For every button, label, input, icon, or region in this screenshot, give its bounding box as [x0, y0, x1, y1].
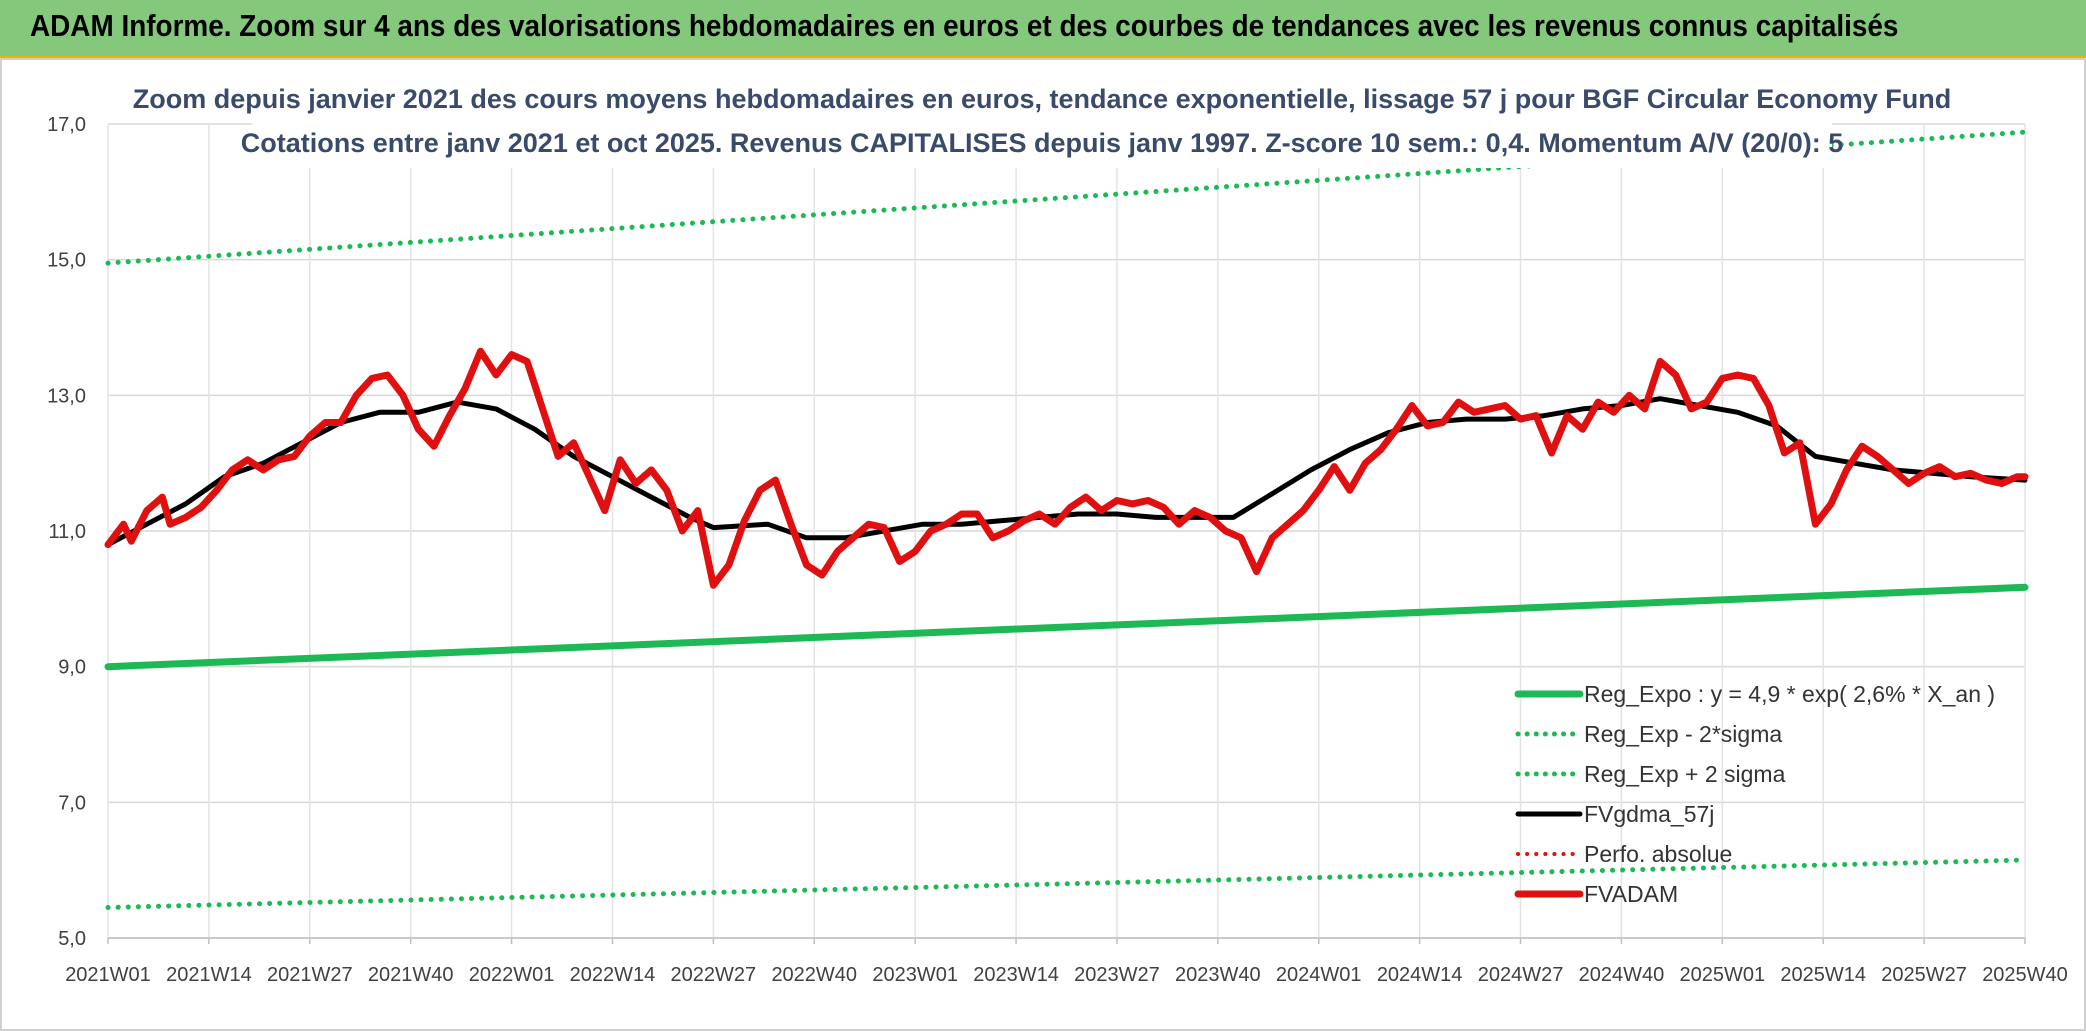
legend-label: Reg_Exp - 2*sigma: [1584, 721, 1782, 747]
x-tick-label: 2025W40: [1982, 964, 2068, 986]
x-axis: 2021W01 2021W14 2021W27 2021W40 2022W01 2022W…: [65, 937, 2068, 986]
x-tick-label: 2024W14: [1377, 964, 1463, 986]
y-tick-label: 13,0: [47, 385, 86, 407]
title-backdrop: [252, 76, 1832, 168]
x-tick-label: 2022W40: [771, 964, 857, 986]
x-tick-label: 2022W14: [570, 964, 656, 986]
series-layer: [104, 129, 2029, 910]
x-tick-label: 2024W40: [1579, 964, 1665, 986]
legend-label: FVADAM: [1584, 881, 1678, 907]
y-tick-label: 11,0: [49, 521, 86, 543]
x-tick-label: 2023W14: [973, 964, 1059, 986]
y-tick-label: 5,0: [58, 928, 86, 950]
fvgdma-57j-line: [105, 396, 2028, 548]
y-tick-label: 9,0: [58, 657, 86, 679]
x-tick-label: 2025W01: [1680, 964, 1766, 986]
fvadam-line: [104, 347, 2029, 589]
x-tick-label: 2025W27: [1881, 964, 1967, 986]
y-tick-label: 7,0: [58, 792, 86, 814]
legend-label: FVgdma_57j: [1584, 801, 1714, 827]
x-tick-label: 2023W27: [1074, 964, 1160, 986]
legend-label: Reg_Expo : y = 4,9 * exp( 2,6% * X_an ): [1584, 681, 1995, 707]
y-tick-label: 17,0: [47, 114, 86, 136]
report-banner: ADAM Informe. Zoom sur 4 ans des valoris…: [0, 0, 2086, 58]
reg-exp-minus-2sigma-line: [105, 857, 2028, 910]
legend: Reg_Expo : y = 4,9 * exp( 2,6% * X_an ) R…: [1514, 681, 1995, 907]
x-tick-label: 2021W14: [166, 964, 252, 986]
x-tick-label: 2024W01: [1276, 964, 1362, 986]
x-tick-label: 2021W01: [65, 964, 151, 986]
y-tick-label: 15,0: [47, 250, 86, 272]
chart-title-line-2: Cotations entre janv 2021 et oct 2025. R…: [241, 128, 1844, 158]
x-tick-label: 2023W01: [872, 964, 958, 986]
chart-title-area: Zoom depuis janvier 2021 des cours moyen…: [133, 76, 1952, 168]
x-tick-label: 2022W27: [671, 964, 757, 986]
x-tick-label: 2024W27: [1478, 964, 1564, 986]
chart-title-line-1: Zoom depuis janvier 2021 des cours moyen…: [133, 84, 1952, 114]
legend-label: Reg_Exp + 2 sigma: [1584, 761, 1786, 787]
legend-label: Perfo. absolue: [1584, 841, 1732, 867]
reg-expo-line: [104, 583, 2029, 671]
x-tick-label: 2025W14: [1780, 964, 1866, 986]
grid-lines: [107, 123, 2026, 939]
x-tick-label: 2022W01: [469, 964, 555, 986]
x-tick-label: 2023W40: [1175, 964, 1261, 986]
chart-panel: [0, 58, 2086, 1031]
banner-title: ADAM Informe. Zoom sur 4 ans des valoris…: [30, 8, 1899, 43]
reg-exp-plus-2sigma-line: [105, 129, 2028, 266]
y-axis: 5,0 7,0 9,0 11,0 13,0 15,0 17,0: [47, 114, 86, 950]
x-tick-label: 2021W40: [368, 964, 454, 986]
x-tick-label: 2021W27: [267, 964, 353, 986]
